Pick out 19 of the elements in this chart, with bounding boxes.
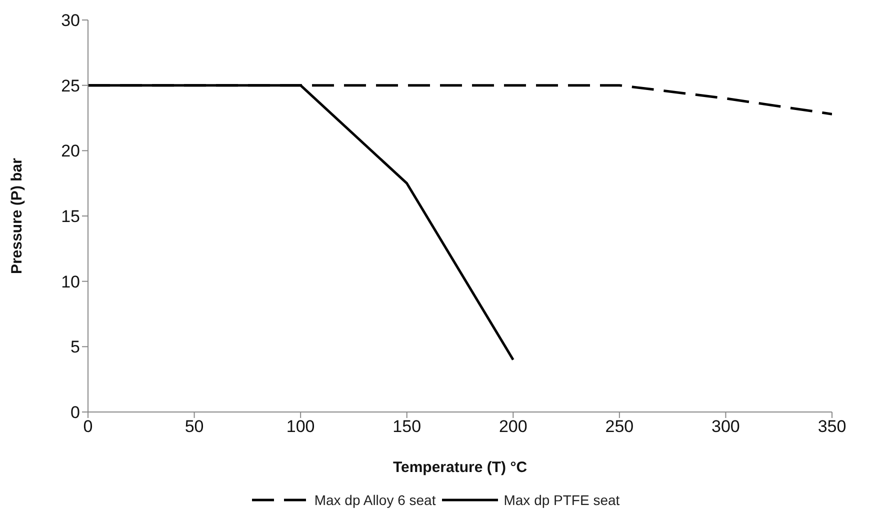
y-tick-label: 25 [61,76,80,96]
x-tick-label: 0 [83,417,93,436]
x-tick-label: 150 [392,417,422,436]
y-tick-label: 5 [70,338,80,357]
y-tick-label: 20 [61,142,80,161]
x-tick-label: 250 [605,417,634,436]
x-tick-label: 300 [712,417,740,436]
legend-label: Max dp PTFE seat [504,492,620,508]
y-tick-label: 10 [61,272,80,292]
y-tick-label: 30 [61,11,80,30]
y-tick-label: 0 [70,403,80,422]
x-axis-title: Temperature (T) °C [392,459,528,476]
y-axis-title: Pressure (P) bar [8,158,26,274]
legend-label: Max dp Alloy 6 seat [314,492,436,508]
y-tick-label: 15 [61,207,80,226]
x-tick-label: 200 [498,417,528,436]
x-tick-label: 350 [818,417,846,436]
x-tick-label: 100 [286,417,315,436]
x-tick-label: 50 [184,417,204,436]
